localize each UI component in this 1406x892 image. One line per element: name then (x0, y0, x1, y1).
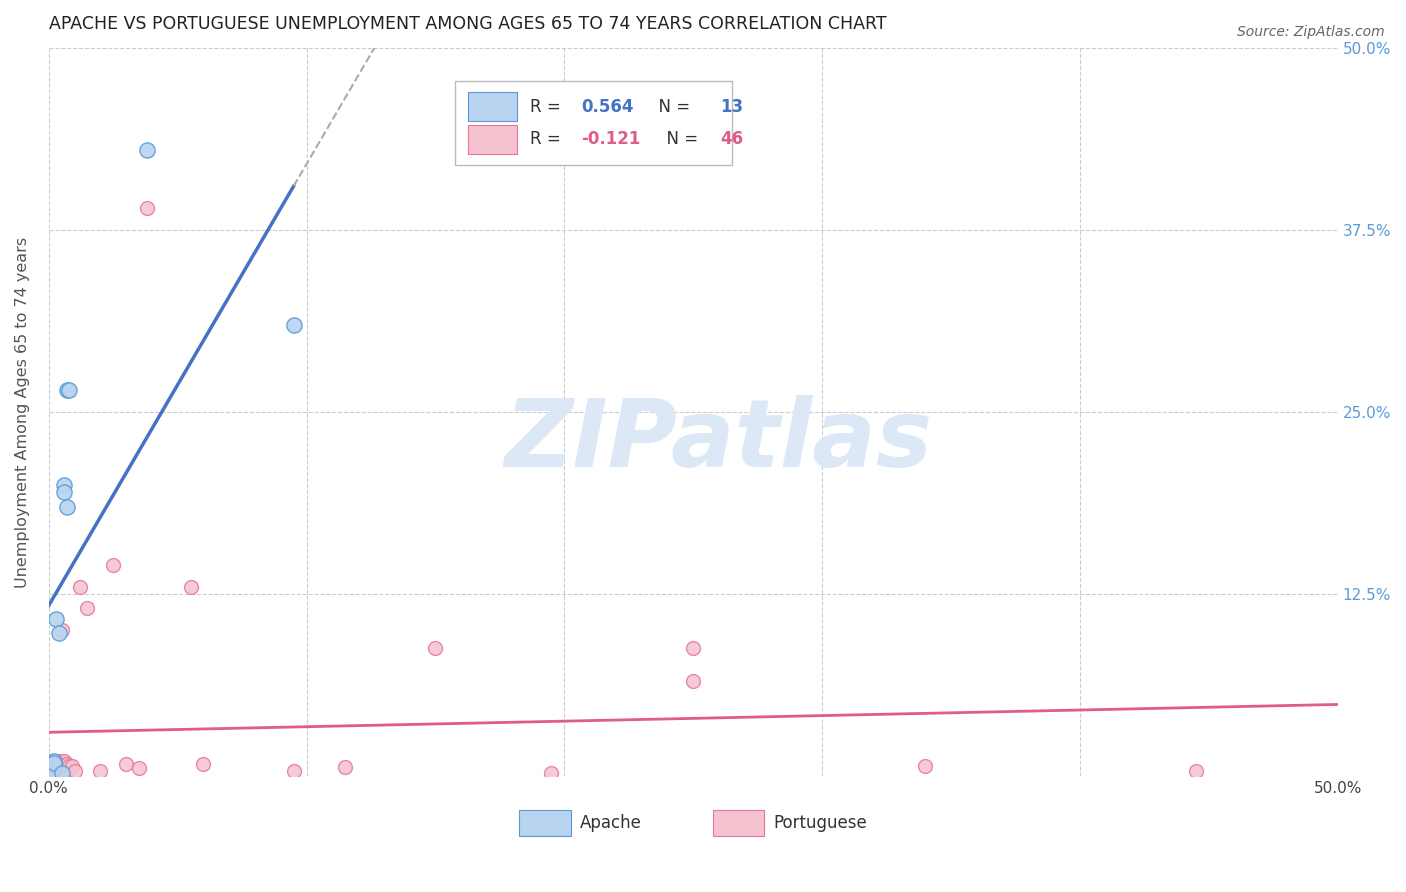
Point (51, 757, 73, 772)
Point (41, 763, 63, 777)
FancyBboxPatch shape (519, 810, 571, 836)
Point (540, 765, 562, 780)
Point (42, 754, 65, 768)
Point (193, 757, 215, 772)
Point (56, 384, 79, 398)
Point (128, 762, 150, 776)
Point (53, 478, 76, 492)
Point (42, 760, 65, 774)
Text: APACHE VS PORTUGUESE UNEMPLOYMENT AMONG AGES 65 TO 74 YEARS CORRELATION CHART: APACHE VS PORTUGUESE UNEMPLOYMENT AMONG … (49, 15, 886, 33)
Point (45, 758, 67, 772)
Point (53, 485, 76, 500)
Text: R =: R = (530, 130, 565, 148)
Point (56, 757, 79, 772)
Point (58, 758, 80, 772)
Point (335, 760, 357, 774)
Point (48, 762, 70, 776)
Text: 46: 46 (720, 130, 744, 148)
Point (89, 764, 111, 779)
Point (283, 318, 305, 332)
FancyBboxPatch shape (468, 125, 516, 154)
Point (51, 624, 73, 638)
Point (42, 756, 65, 770)
Point (42, 764, 65, 779)
Point (51, 765, 73, 780)
Point (45, 612, 67, 626)
Point (135, 143, 157, 157)
Point (48, 756, 70, 770)
FancyBboxPatch shape (454, 81, 733, 165)
Point (53, 757, 76, 772)
Text: R =: R = (530, 97, 565, 116)
Point (53, 764, 76, 779)
Point (41, 764, 63, 779)
Point (69, 580, 91, 594)
Text: N =: N = (648, 97, 696, 116)
Point (48, 626, 70, 640)
Text: Portuguese: Portuguese (773, 814, 868, 832)
Point (41, 765, 63, 780)
Text: ZIPatlas: ZIPatlas (505, 395, 934, 487)
Point (283, 764, 305, 779)
Point (51, 760, 73, 774)
Point (56, 767, 79, 781)
Point (63, 764, 86, 779)
Point (41, 760, 63, 774)
Point (76, 601, 98, 615)
Point (682, 674, 704, 689)
Point (45, 765, 67, 780)
Text: Apache: Apache (579, 814, 641, 832)
Point (682, 640, 704, 655)
Point (60, 758, 83, 772)
Point (42, 758, 65, 772)
Point (1185, 764, 1208, 779)
Text: Source: ZipAtlas.com: Source: ZipAtlas.com (1237, 25, 1385, 39)
Text: 13: 13 (720, 97, 744, 116)
Point (45, 756, 67, 770)
Point (42, 756, 65, 770)
Point (53, 754, 76, 768)
Point (103, 558, 125, 572)
Text: N =: N = (655, 130, 703, 148)
Point (45, 762, 67, 776)
Point (42, 767, 65, 781)
Point (914, 758, 936, 772)
Point (48, 758, 70, 772)
Point (41, 754, 63, 768)
Point (48, 754, 70, 768)
FancyBboxPatch shape (468, 92, 516, 121)
Point (115, 757, 138, 772)
Text: 0.564: 0.564 (581, 97, 634, 116)
FancyBboxPatch shape (713, 810, 763, 836)
Y-axis label: Unemployment Among Ages 65 to 74 years: Unemployment Among Ages 65 to 74 years (15, 236, 30, 588)
Point (56, 500, 79, 514)
Point (135, 202, 157, 216)
Point (180, 580, 202, 594)
Point (41, 767, 63, 781)
Point (425, 640, 447, 655)
Text: -0.121: -0.121 (581, 130, 641, 148)
Point (58, 384, 80, 398)
